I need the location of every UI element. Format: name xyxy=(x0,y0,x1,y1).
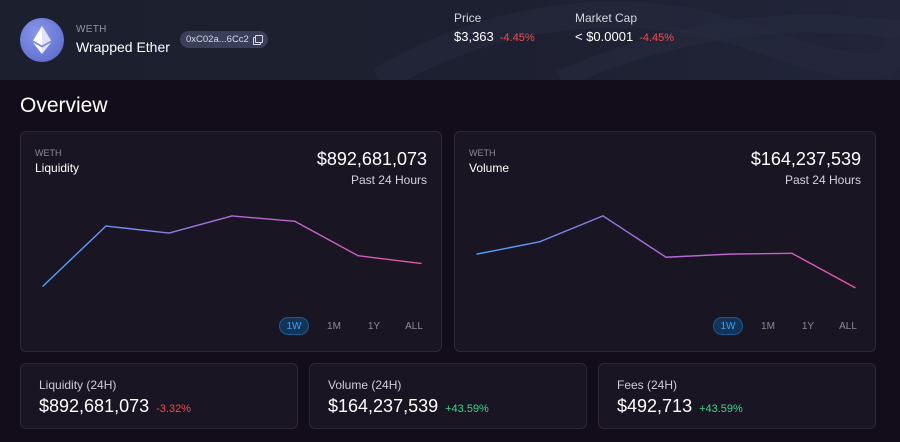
liquidity-line-chart xyxy=(42,215,422,287)
volume-line-segment xyxy=(728,252,793,255)
volume-line-segment xyxy=(476,240,541,255)
volume-card-value: $164,237,539 xyxy=(750,149,861,169)
market-cap-stat: < $0.0001 -4.45% xyxy=(575,29,674,44)
volume-24h-value: $164,237,539 xyxy=(328,396,439,416)
liquidity-24h-card: Liquidity (24H) $892,681,073 -3.32% xyxy=(20,363,298,429)
liquidity-range-1w[interactable]: 1W xyxy=(279,317,309,335)
liquidity-24h-change: -3.32% xyxy=(156,403,191,415)
volume-line-segment xyxy=(791,252,856,289)
liquidity-line-segment xyxy=(42,225,107,287)
eth-logo-icon xyxy=(20,18,64,62)
volume-range-1m[interactable]: 1M xyxy=(761,320,775,332)
fees-24h-card: Fees (24H) $492,713 +43.59% xyxy=(598,363,876,429)
volume-card-token: WETH xyxy=(469,148,496,158)
fees-24h-value: $492,713 xyxy=(617,396,693,416)
liquidity-24h-label: Liquidity (24H) xyxy=(39,378,117,392)
liquidity-line-segment xyxy=(231,215,296,223)
volume-chart-card: WETH Volume $164,237,539 Past 24 Hours 1… xyxy=(454,131,876,352)
liquidity-range-all[interactable]: ALL xyxy=(405,320,423,332)
fees-24h-label: Fees (24H) xyxy=(617,378,678,392)
volume-24h-change: +43.59% xyxy=(445,403,489,415)
price-value: $3,363 xyxy=(454,29,494,44)
header-background-waves xyxy=(373,1,900,80)
fees-24h-row: $492,713 +43.59% xyxy=(617,396,743,417)
fees-24h-change: +43.59% xyxy=(699,403,743,415)
price-label: Price xyxy=(454,11,482,25)
liquidity-card-period: Past 24 Hours xyxy=(350,173,427,187)
volume-line-chart xyxy=(476,215,856,289)
volume-line-segment xyxy=(665,253,730,258)
volume-24h-card: Volume (24H) $164,237,539 +43.59% xyxy=(309,363,587,429)
price-change: -4.45% xyxy=(499,32,535,44)
ethereum-diamond-icon xyxy=(33,26,51,54)
liquidity-line-segment xyxy=(294,220,359,257)
market-cap-change: -4.45% xyxy=(639,32,675,44)
liquidity-card-token: WETH xyxy=(35,148,62,158)
liquidity-24h-value: $892,681,073 xyxy=(39,396,150,416)
price-stat: $3,363 -4.45% xyxy=(454,29,535,44)
market-cap-value: < $0.0001 xyxy=(575,29,634,44)
token-header: WETH Wrapped Ether 0xC02a...6Cc2 Price $… xyxy=(0,0,900,80)
volume-range-1y[interactable]: 1Y xyxy=(801,320,815,332)
volume-24h-label: Volume (24H) xyxy=(328,378,402,392)
token-address: 0xC02a...6Cc2 xyxy=(186,34,249,45)
token-address-chip[interactable]: 0xC02a...6Cc2 xyxy=(180,31,268,48)
volume-line-segment xyxy=(602,215,667,258)
overview-title: Overview xyxy=(20,94,108,117)
liquidity-range-1m[interactable]: 1M xyxy=(327,320,341,332)
liquidity-card-title: Liquidity xyxy=(35,161,80,175)
volume-range-1w[interactable]: 1W xyxy=(713,317,743,335)
volume-card-title: Volume xyxy=(469,161,510,175)
liquidity-24h-row: $892,681,073 -3.32% xyxy=(39,396,191,417)
liquidity-range-selector: 1W 1M 1Y ALL xyxy=(279,317,429,335)
volume-24h-row: $164,237,539 +43.59% xyxy=(328,396,489,417)
token-symbol: WETH xyxy=(76,24,107,35)
volume-card-period: Past 24 Hours xyxy=(784,173,861,187)
volume-range-selector: 1W 1M 1Y ALL xyxy=(713,317,863,335)
liquidity-card-value: $892,681,073 xyxy=(316,149,427,169)
liquidity-range-1y[interactable]: 1Y xyxy=(367,320,381,332)
liquidity-line-segment xyxy=(357,254,422,265)
volume-line-segment xyxy=(539,215,604,243)
token-name: Wrapped Ether xyxy=(76,39,170,55)
liquidity-chart-card: WETH Liquidity $892,681,073 Past 24 Hour… xyxy=(20,131,442,352)
copy-icon[interactable] xyxy=(252,35,263,45)
liquidity-line-segment xyxy=(168,215,233,234)
liquidity-line-segment xyxy=(105,225,170,234)
volume-range-all[interactable]: ALL xyxy=(839,320,857,332)
market-cap-label: Market Cap xyxy=(575,11,638,25)
